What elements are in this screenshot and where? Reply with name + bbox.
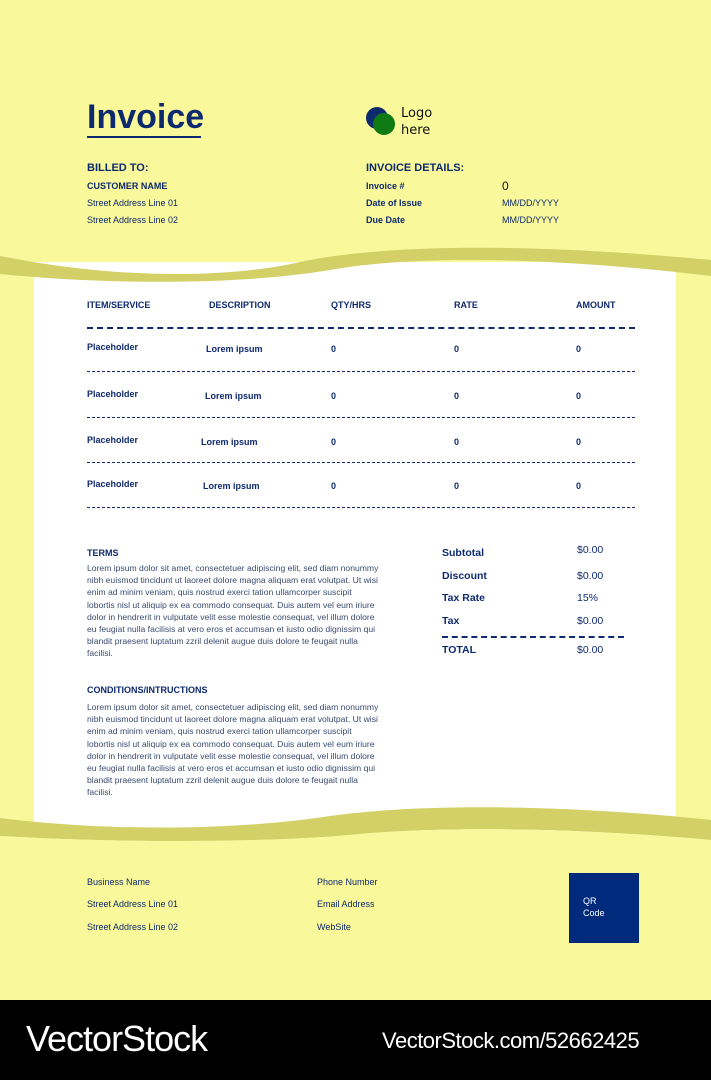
column-header: RATE [454,300,478,310]
conditions-heading: CONDITIONS/INTRUCTIONS [87,685,208,695]
invoice-number-label: Invoice # [366,181,405,191]
discount-label: Discount [442,570,487,582]
tax-label: Tax [442,615,460,627]
item-cell: Placeholder [87,435,139,445]
column-header: QTY/HRS [331,300,372,310]
phone-number: Phone Number [317,877,378,887]
date-of-issue-label: Date of Issue [366,198,423,208]
billed-to-heading: BILLED TO: [87,162,149,174]
row-divider [87,507,635,508]
title-underline [87,136,201,138]
qty-cell: 0 [331,481,337,491]
top-wave [0,247,711,282]
tax-value: $0.00 [577,615,604,627]
customer-address-1: Street Address Line 01 [87,198,179,208]
invoice-number-value: 0 [502,179,509,193]
business-address-2: Street Address Line 02 [87,922,179,932]
watermark-bar: VectorStock VectorStock.com/52662425 [0,1000,711,1080]
row-divider [87,417,635,418]
description-cell: Lorem ipsum [205,391,262,401]
business-address-1: Street Address Line 01 [87,899,179,909]
logo-text: here [401,123,431,138]
qr-code-placeholder: QR Code [569,873,639,943]
date-of-issue-value: MM/DD/YYYY [502,198,560,208]
totals-divider [442,636,624,638]
column-header: DESCRIPTION [209,300,271,310]
item-cell: Placeholder [87,479,139,489]
terms-text: Lorem ipsum dolor sit amet, consectetuer… [87,563,379,659]
page-title: Invoice [87,98,205,136]
bottom-wave [0,807,711,860]
tax-rate-label: Tax Rate [442,592,485,604]
qty-cell: 0 [331,344,337,354]
invoice-body-panel [34,262,676,832]
amount-cell: 0 [576,391,582,401]
email-address: Email Address [317,899,375,909]
rate-cell: 0 [454,481,460,491]
qty-cell: 0 [331,437,337,447]
logo-text: Logo [401,106,433,121]
amount-cell: 0 [576,344,582,354]
terms-heading: TERMS [87,548,119,558]
total-label: TOTAL [442,644,477,656]
row-divider [87,371,635,372]
logo-circles-icon [366,107,395,135]
due-date-label: Due Date [366,215,406,225]
website: WebSite [317,922,351,932]
watermark-url: VectorStock.com/52662425 [382,1028,640,1053]
description-cell: Lorem ipsum [203,481,260,491]
total-value: $0.00 [577,644,604,656]
item-cell: Placeholder [87,342,139,352]
qty-cell: 0 [331,391,337,401]
subtotal-value: $0.00 [577,544,604,556]
watermark-brand: VectorStock [26,1018,208,1059]
column-header: ITEM/SERVICE [87,300,151,310]
subtotal-label: Subtotal [442,547,484,559]
discount-value: $0.00 [577,570,604,582]
tax-rate-value: 15% [577,592,599,604]
due-date-value: MM/DD/YYYY [502,215,560,225]
amount-cell: 0 [576,437,582,447]
customer-name: CUSTOMER NAME [87,181,168,191]
invoice-details-heading: INVOICE DETAILS: [366,162,465,174]
conditions-text: Lorem ipsum dolor sit amet, consectetuer… [87,702,379,798]
row-divider [87,462,635,463]
business-name: Business Name [87,877,151,887]
description-cell: Lorem ipsum [201,437,258,447]
item-cell: Placeholder [87,389,139,399]
customer-address-2: Street Address Line 02 [87,215,179,225]
description-cell: Lorem ipsum [206,344,263,354]
header-divider [87,327,635,329]
amount-cell: 0 [576,481,582,491]
qr-label: QR [583,896,597,906]
rate-cell: 0 [454,437,460,447]
column-header: AMOUNT [576,300,616,310]
qr-label: Code [583,908,605,918]
rate-cell: 0 [454,391,460,401]
rate-cell: 0 [454,344,460,354]
